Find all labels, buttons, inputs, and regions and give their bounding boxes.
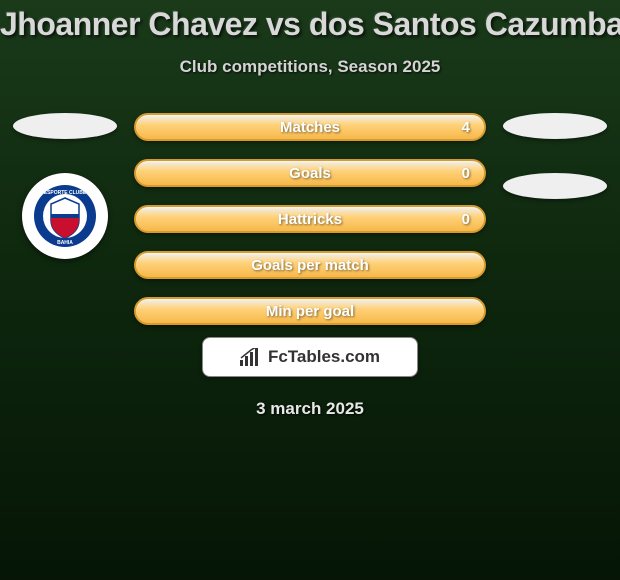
stat-value-right: 0 [462,165,470,182]
right-column [498,113,612,199]
chart-icon [240,348,262,366]
content-wrapper: Jhoanner Chavez vs dos Santos Cazumba Cl… [0,0,620,419]
stat-label: Goals [289,165,331,182]
stat-label: Goals per match [251,257,369,274]
stats-column: Matches 4 Goals 0 Hattricks 0 Goals per match M… [122,113,498,325]
player-ellipse-right-2 [503,173,607,199]
stat-label: Min per goal [266,303,354,320]
stat-label: Matches [280,119,340,136]
player-ellipse-right-1 [503,113,607,139]
svg-text:BAHIA: BAHIA [57,240,73,246]
stat-value-right: 0 [462,211,470,228]
stat-pill: Goals per match [134,251,486,279]
stat-pill: Min per goal [134,297,486,325]
stat-pill: Goals 0 [134,159,486,187]
stat-value-right: 4 [462,119,470,136]
svg-text:ESPORTE CLUBE: ESPORTE CLUBE [44,190,87,196]
club-badge-left: ESPORTE CLUBE BAHIA [22,173,108,259]
main-row: ESPORTE CLUBE BAHIA Matches4Goals0Hattri… [0,113,620,325]
stat-pill: Matches 4 [134,113,486,141]
stat-label: Hattricks [278,211,342,228]
subtitle: Club competitions, Season 2025 [0,57,620,77]
bahia-crest-icon: ESPORTE CLUBE BAHIA [33,184,97,248]
date-text: 3 march 2025 [0,399,620,419]
source-logo-text: FcTables.com [268,347,380,367]
page-title: Jhoanner Chavez vs dos Santos Cazumba [0,6,620,43]
source-logo-box: FcTables.com [202,337,418,377]
club-badge-inner: ESPORTE CLUBE BAHIA [33,184,97,248]
left-column: ESPORTE CLUBE BAHIA [8,113,122,259]
stat-pill: Hattricks 0 [134,205,486,233]
player-ellipse-left [13,113,117,139]
